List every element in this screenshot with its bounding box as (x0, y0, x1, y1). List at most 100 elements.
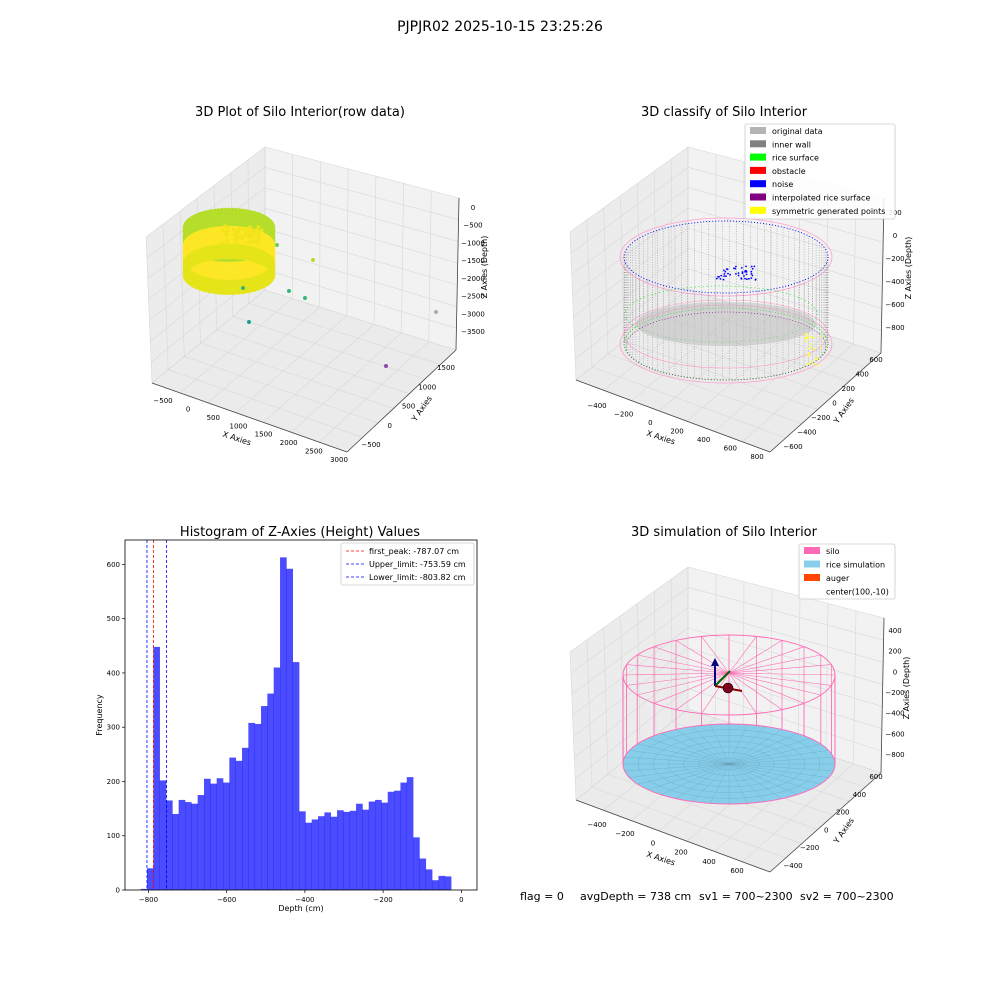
noise-point (744, 277, 746, 280)
y-tick-label: 200 (107, 778, 120, 786)
panel2-y-tick: 600 (869, 356, 882, 364)
rice-mesh (728, 756, 834, 765)
histogram-bar (178, 799, 186, 890)
raw-point (247, 228, 252, 233)
raw-point (226, 261, 232, 267)
raw-point (223, 290, 228, 296)
histogram-bar (330, 816, 338, 890)
raw-point (230, 265, 235, 270)
noise-point (734, 267, 737, 270)
symmetric-point (810, 346, 813, 349)
raw-point (249, 233, 254, 237)
symmetric-point (811, 360, 813, 363)
panel2-x-tick: −200 (614, 411, 633, 419)
grid-line (607, 353, 802, 424)
rice-mesh (692, 726, 730, 765)
symmetric-point (816, 357, 819, 360)
grid-line (264, 248, 457, 307)
legend-swatch (750, 153, 766, 161)
noise-point (750, 270, 753, 273)
symmetric-point (813, 363, 816, 366)
histogram-bar (261, 706, 268, 890)
noise-point (727, 272, 729, 275)
silo-roof-wire (728, 672, 832, 686)
panel2-x-tick: 600 (724, 445, 737, 453)
raw-point (244, 228, 249, 232)
panel2-y-tick: 400 (855, 371, 868, 379)
grid-line (573, 647, 689, 737)
auger-marker (722, 682, 734, 694)
grid-line (168, 369, 363, 438)
histogram-bar (204, 778, 211, 890)
histogram-bar (419, 858, 427, 890)
grid-line (572, 207, 689, 296)
raw-point (219, 243, 225, 249)
rice-mesh (728, 763, 811, 790)
legend-swatch (750, 206, 766, 214)
raw-point (219, 233, 225, 238)
silo-ring-mid (623, 299, 829, 369)
raw-point (233, 272, 239, 277)
y-tick-label: 0 (116, 887, 120, 895)
rice-mesh (728, 726, 766, 765)
y-tick-label: 300 (107, 724, 120, 732)
grid-line (207, 306, 320, 403)
footer-avg-depth: avgDepth = 738 cm (580, 890, 691, 903)
outlier-point (275, 243, 279, 247)
grid-line (232, 316, 425, 380)
panel4-x-tick: −200 (615, 830, 634, 838)
panel4-z-tick: −400 (885, 710, 904, 718)
legend-label: first_peak: -787.07 cm (369, 547, 459, 556)
noise-point (737, 272, 740, 274)
raw-point (223, 265, 228, 270)
raw-point (226, 268, 232, 274)
histogram-bar (305, 822, 313, 890)
grid-line (319, 161, 321, 308)
silo-roof-wire (728, 640, 783, 674)
histogram-title: Histogram of Z-Axies (Height) Values (180, 525, 420, 540)
raw-point (226, 247, 232, 252)
panel4-tick-labels: −400 −200 0 200 400 600 −400 −200 0 200 400 600 400 2… (587, 627, 904, 875)
grid-line (687, 248, 882, 310)
histogram-x-ticks: −800 −600 −400 −200 0 (139, 890, 464, 904)
grid-line (586, 219, 593, 368)
legend-swatch (750, 140, 766, 148)
grid-line (687, 607, 884, 663)
raw-point (233, 222, 239, 227)
raw-point (226, 283, 232, 288)
noise-point (744, 271, 746, 273)
histogram-bar (146, 868, 154, 890)
raw-point (242, 233, 247, 237)
y-axis-line (769, 352, 882, 453)
histogram-bar (153, 646, 160, 890)
rice-mesh (624, 763, 730, 772)
legend-label: Lower_limit: -803.82 cm (369, 573, 466, 582)
raw-point (219, 254, 225, 260)
panel2-x-tick: 800 (750, 453, 763, 461)
grid-line (603, 207, 609, 355)
raw-point (216, 211, 221, 217)
rice-mesh (728, 763, 798, 795)
pane-back (265, 147, 459, 350)
raw-point (225, 240, 230, 245)
symmetric-point (819, 346, 822, 349)
noise-point (740, 277, 743, 280)
raw-point (235, 236, 239, 241)
raw-point (223, 279, 228, 285)
outlier-point (384, 364, 388, 368)
raw-point (230, 233, 235, 238)
grid-line (200, 342, 394, 409)
raw-point (226, 229, 230, 234)
raw-point (216, 237, 221, 242)
panel4-x-tick: 600 (730, 867, 743, 875)
raw-point (216, 215, 221, 220)
panel4-x-tick: 0 (651, 839, 655, 847)
raw-point (230, 215, 235, 220)
noise-point (754, 279, 757, 281)
z-axis-line (880, 617, 885, 774)
raw-point (223, 276, 228, 281)
panel1-y-tick: 1500 (437, 364, 455, 372)
noise-point (726, 268, 729, 271)
panel1-y-tick: 1000 (418, 383, 436, 391)
panel1-x-tick: 2500 (305, 448, 323, 456)
